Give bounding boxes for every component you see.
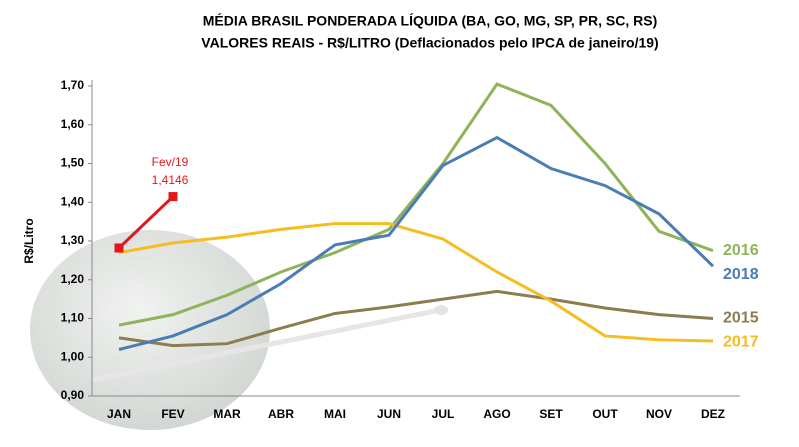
x-tick-label: DEZ — [701, 407, 725, 421]
y-axis-label: R$/Litro — [22, 218, 36, 263]
y-tick-label: 1,20 — [61, 272, 85, 286]
y-tick-label: 1,10 — [61, 311, 85, 325]
series-line — [117, 195, 175, 250]
y-tick-label: 1,70 — [61, 78, 85, 92]
legend-label: 2016 — [723, 242, 759, 259]
x-tick-label: FEV — [161, 407, 184, 421]
y-tick-label: 1,30 — [61, 233, 85, 247]
x-tick-label: SET — [539, 407, 563, 421]
data-label: 1,4146 — [152, 173, 189, 187]
y-tick-label: 1,40 — [61, 194, 85, 208]
legend-label: 2018 — [723, 266, 759, 283]
x-tick-label: NOV — [646, 407, 672, 421]
background-decoration — [30, 230, 448, 430]
x-tick-label: JAN — [107, 407, 131, 421]
point-marker — [168, 192, 178, 202]
y-tick-label: 1,60 — [61, 117, 85, 131]
series-line — [118, 82, 714, 327]
y-tick-label: 1,50 — [61, 156, 85, 170]
y-tick-label: 0,90 — [61, 388, 85, 402]
series-line — [118, 222, 714, 343]
series-line — [118, 289, 714, 348]
x-tick-label: JUN — [377, 407, 401, 421]
series-line — [118, 135, 715, 351]
x-tick-label: JUL — [432, 407, 455, 421]
x-tick-label: AGO — [483, 407, 510, 421]
chart-title: MÉDIA BRASIL PONDERADA LÍQUIDA (BA, GO, … — [203, 13, 658, 29]
legend-label: 2015 — [723, 310, 759, 327]
legend-label: 2017 — [723, 334, 759, 351]
x-tick-label: OUT — [592, 407, 618, 421]
x-tick-label: MAI — [324, 407, 346, 421]
x-tick-label: ABR — [268, 407, 294, 421]
annotation: Fev/19 — [152, 155, 189, 169]
x-tick-label: MAR — [213, 407, 241, 421]
chart-subtitle: VALORES REAIS - R$/LITRO (Deflacionados … — [201, 35, 658, 51]
y-tick-label: 1,00 — [61, 349, 85, 363]
point-marker — [114, 243, 124, 253]
